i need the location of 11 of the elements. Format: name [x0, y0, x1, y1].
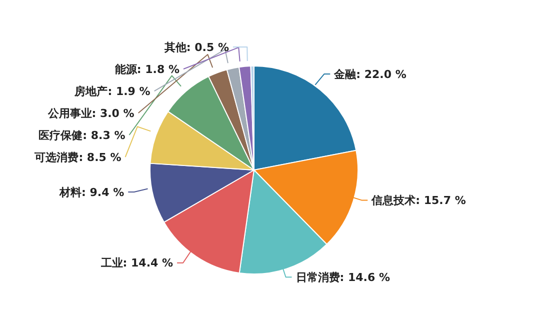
slice-label: 工业: 14.4 % — [100, 256, 174, 270]
slice-label: 其他: 0.5 % — [163, 40, 229, 54]
slice-label: 医疗保健: 8.3 % — [38, 128, 126, 142]
slice-label: 房地产: 1.9 % — [74, 84, 150, 98]
slice-label: 金融: 22.0 % — [333, 68, 406, 81]
slice-label: 能源: 1.8 % — [114, 62, 180, 76]
slice-label: 日常消费: 14.6 % — [296, 270, 390, 284]
slice-label: 可选消费: 8.5 % — [34, 150, 122, 164]
slice-label: 材料: 9.4 % — [58, 186, 124, 199]
slice-label: 公用事业: 3.0 % — [46, 106, 134, 120]
slice-label: 信息技术: 15.7 % — [370, 194, 466, 208]
